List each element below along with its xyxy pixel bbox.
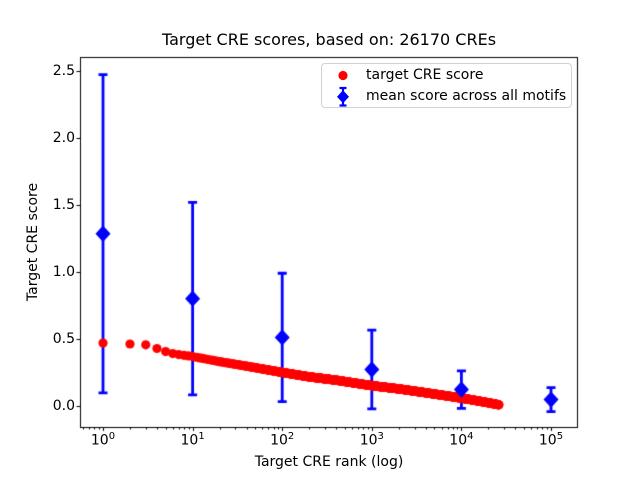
- x-axis-label: Target CRE rank (log): [254, 454, 404, 470]
- legend-label: mean score across all motifs: [366, 88, 567, 104]
- y-tick-label: 0.5: [52, 330, 75, 347]
- legend-label: target CRE score: [366, 67, 484, 83]
- blue-diamond-errorbar-marker-icon: [332, 86, 354, 107]
- x-tick-label: 104: [449, 431, 474, 449]
- x-tick-label: 103: [359, 431, 384, 449]
- x-tick-label: 101: [180, 431, 205, 449]
- x-tick-label: 105: [538, 431, 564, 449]
- chart-title: Target CRE scores, based on: 26170 CREs: [161, 30, 497, 49]
- x-tick-label: 100: [90, 431, 116, 449]
- y-tick-label: 0.0: [52, 397, 75, 414]
- red-circle-marker-icon: [332, 65, 354, 86]
- y-tick-label: 1.0: [52, 263, 75, 280]
- x-tick-label: 102: [270, 431, 295, 449]
- y-tick-label: 2.5: [52, 63, 75, 80]
- legend: target CRE score mean score across all m…: [321, 63, 572, 108]
- legend-item: mean score across all motifs: [322, 86, 571, 107]
- y-tick-label: 2.0: [52, 130, 75, 147]
- legend-item: target CRE score: [322, 65, 571, 86]
- y-tick-label: 1.5: [52, 197, 75, 214]
